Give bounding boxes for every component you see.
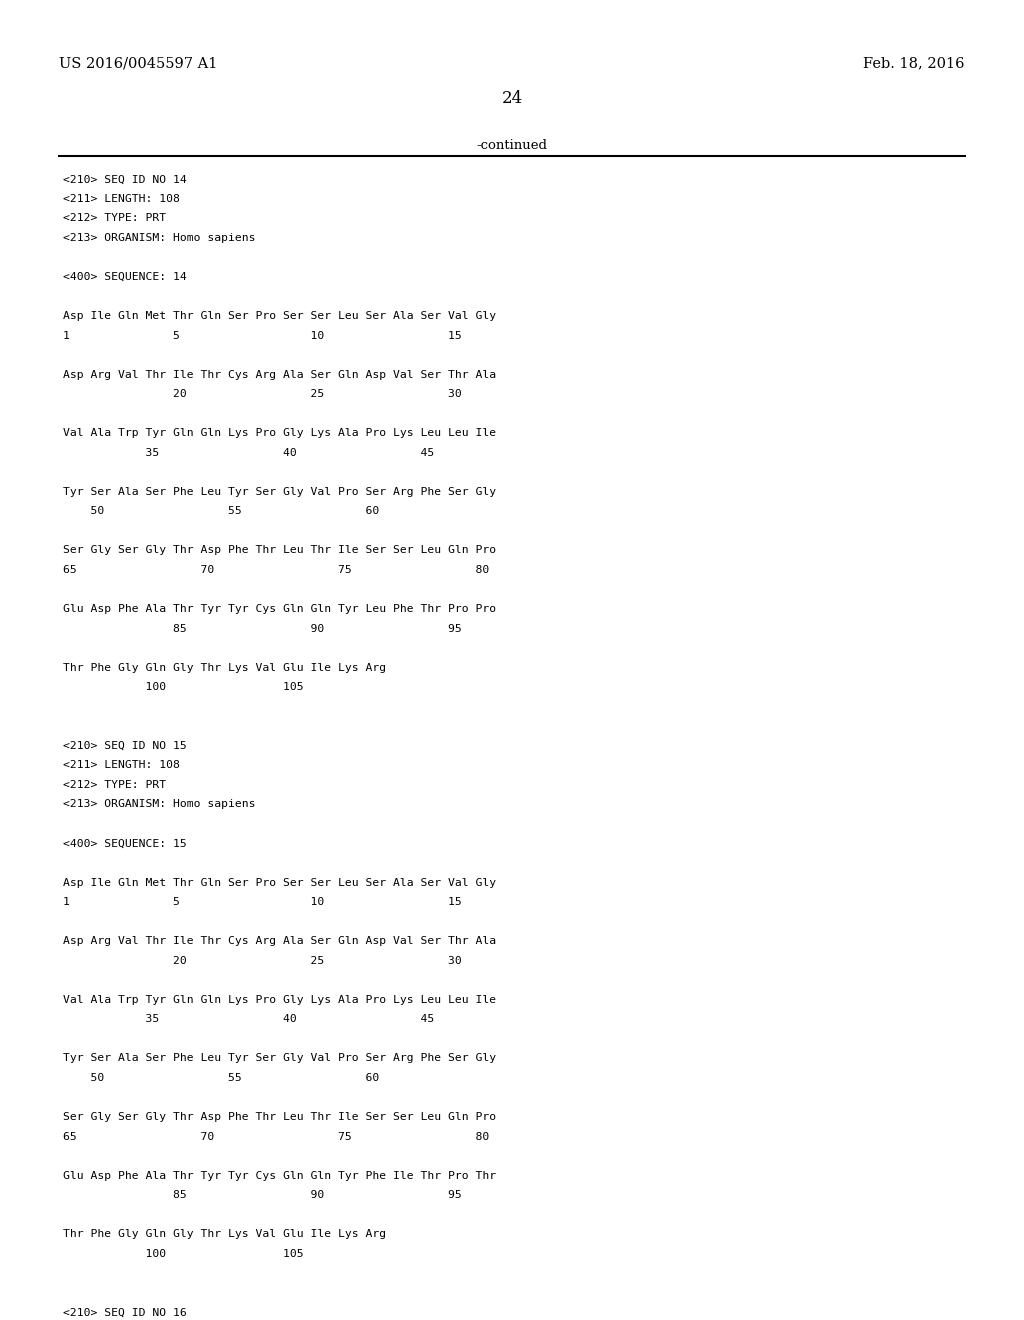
Text: 24: 24: [502, 90, 522, 107]
Text: Asp Arg Val Thr Ile Thr Cys Arg Ala Ser Gln Asp Val Ser Thr Ala: Asp Arg Val Thr Ile Thr Cys Arg Ala Ser …: [63, 936, 497, 946]
Text: Val Ala Trp Tyr Gln Gln Lys Pro Gly Lys Ala Pro Lys Leu Leu Ile: Val Ala Trp Tyr Gln Gln Lys Pro Gly Lys …: [63, 995, 497, 1005]
Text: <212> TYPE: PRT: <212> TYPE: PRT: [63, 780, 167, 789]
Text: 65                  70                  75                  80: 65 70 75 80: [63, 565, 489, 576]
Text: Asp Arg Val Thr Ile Thr Cys Arg Ala Ser Gln Asp Val Ser Thr Ala: Asp Arg Val Thr Ile Thr Cys Arg Ala Ser …: [63, 370, 497, 380]
Text: 1               5                   10                  15: 1 5 10 15: [63, 898, 462, 907]
Text: <213> ORGANISM: Homo sapiens: <213> ORGANISM: Homo sapiens: [63, 800, 256, 809]
Text: <213> ORGANISM: Homo sapiens: <213> ORGANISM: Homo sapiens: [63, 232, 256, 243]
Text: -continued: -continued: [476, 139, 548, 152]
Text: Asp Ile Gln Met Thr Gln Ser Pro Ser Ser Leu Ser Ala Ser Val Gly: Asp Ile Gln Met Thr Gln Ser Pro Ser Ser …: [63, 878, 497, 887]
Text: Ser Gly Ser Gly Thr Asp Phe Thr Leu Thr Ile Ser Ser Leu Gln Pro: Ser Gly Ser Gly Thr Asp Phe Thr Leu Thr …: [63, 545, 497, 556]
Text: 20                  25                  30: 20 25 30: [63, 389, 462, 399]
Text: 85                  90                  95: 85 90 95: [63, 1191, 462, 1200]
Text: <211> LENGTH: 108: <211> LENGTH: 108: [63, 760, 180, 771]
Text: 1               5                   10                  15: 1 5 10 15: [63, 330, 462, 341]
Text: Glu Asp Phe Ala Thr Tyr Tyr Cys Gln Gln Tyr Phe Ile Thr Pro Thr: Glu Asp Phe Ala Thr Tyr Tyr Cys Gln Gln …: [63, 1171, 497, 1180]
Text: <210> SEQ ID NO 16: <210> SEQ ID NO 16: [63, 1307, 187, 1317]
Text: 100                 105: 100 105: [63, 682, 304, 692]
Text: Tyr Ser Ala Ser Phe Leu Tyr Ser Gly Val Pro Ser Arg Phe Ser Gly: Tyr Ser Ala Ser Phe Leu Tyr Ser Gly Val …: [63, 487, 497, 496]
Text: 20                  25                  30: 20 25 30: [63, 956, 462, 966]
Text: <400> SEQUENCE: 14: <400> SEQUENCE: 14: [63, 272, 187, 282]
Text: 50                  55                  60: 50 55 60: [63, 1073, 380, 1082]
Text: Thr Phe Gly Gln Gly Thr Lys Val Glu Ile Lys Arg: Thr Phe Gly Gln Gly Thr Lys Val Glu Ile …: [63, 663, 387, 673]
Text: Thr Phe Gly Gln Gly Thr Lys Val Glu Ile Lys Arg: Thr Phe Gly Gln Gly Thr Lys Val Glu Ile …: [63, 1229, 387, 1239]
Text: 35                  40                  45: 35 40 45: [63, 447, 435, 458]
Text: Feb. 18, 2016: Feb. 18, 2016: [863, 57, 965, 71]
Text: <212> TYPE: PRT: <212> TYPE: PRT: [63, 214, 167, 223]
Text: 100                 105: 100 105: [63, 1249, 304, 1259]
Text: Tyr Ser Ala Ser Phe Leu Tyr Ser Gly Val Pro Ser Arg Phe Ser Gly: Tyr Ser Ala Ser Phe Leu Tyr Ser Gly Val …: [63, 1053, 497, 1064]
Text: Val Ala Trp Tyr Gln Gln Lys Pro Gly Lys Ala Pro Lys Leu Leu Ile: Val Ala Trp Tyr Gln Gln Lys Pro Gly Lys …: [63, 428, 497, 438]
Text: <210> SEQ ID NO 15: <210> SEQ ID NO 15: [63, 741, 187, 751]
Text: <211> LENGTH: 108: <211> LENGTH: 108: [63, 194, 180, 203]
Text: 50                  55                  60: 50 55 60: [63, 507, 380, 516]
Text: Asp Ile Gln Met Thr Gln Ser Pro Ser Ser Leu Ser Ala Ser Val Gly: Asp Ile Gln Met Thr Gln Ser Pro Ser Ser …: [63, 312, 497, 321]
Text: 35                  40                  45: 35 40 45: [63, 1014, 435, 1024]
Text: <210> SEQ ID NO 14: <210> SEQ ID NO 14: [63, 174, 187, 185]
Text: Ser Gly Ser Gly Thr Asp Phe Thr Leu Thr Ile Ser Ser Leu Gln Pro: Ser Gly Ser Gly Thr Asp Phe Thr Leu Thr …: [63, 1111, 497, 1122]
Text: 85                  90                  95: 85 90 95: [63, 623, 462, 634]
Text: Glu Asp Phe Ala Thr Tyr Tyr Cys Gln Gln Tyr Leu Phe Thr Pro Pro: Glu Asp Phe Ala Thr Tyr Tyr Cys Gln Gln …: [63, 605, 497, 614]
Text: <400> SEQUENCE: 15: <400> SEQUENCE: 15: [63, 838, 187, 849]
Text: US 2016/0045597 A1: US 2016/0045597 A1: [59, 57, 218, 71]
Text: 65                  70                  75                  80: 65 70 75 80: [63, 1131, 489, 1142]
